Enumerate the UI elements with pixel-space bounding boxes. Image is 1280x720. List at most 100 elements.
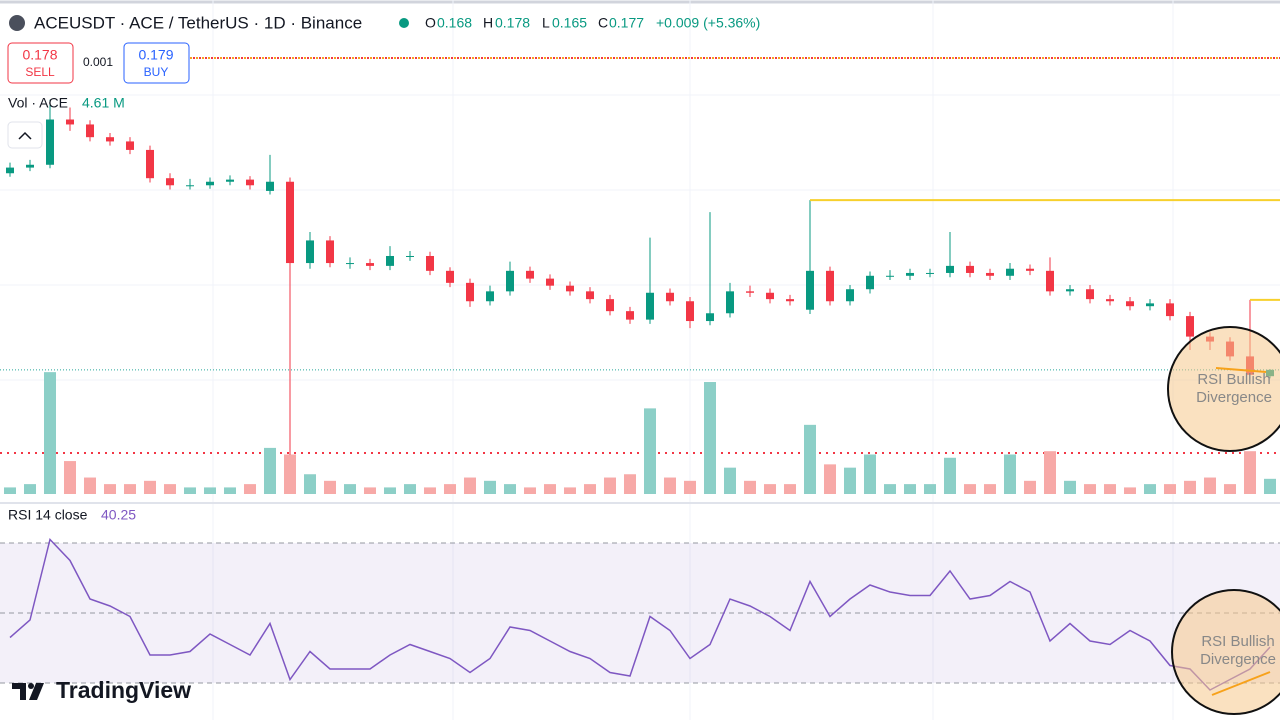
rsi-line (9, 537, 1271, 691)
candle-body (766, 292, 774, 300)
candle-body (426, 255, 434, 271)
candle-body (826, 270, 834, 302)
volume-bar (1164, 484, 1176, 494)
candle-body (886, 275, 894, 277)
ohlc-label: L (542, 15, 550, 31)
candle-body (926, 272, 934, 274)
candle-body (326, 240, 334, 264)
candle-body (946, 265, 954, 273)
collapse-icon[interactable] (18, 131, 32, 140)
volume-bar (964, 484, 976, 494)
volume-bar (484, 480, 496, 494)
volume-bar (104, 484, 116, 494)
annotation-text: Divergence (1200, 651, 1276, 668)
volume-bar (64, 461, 76, 494)
volume-bar (864, 454, 876, 494)
candle-body (1146, 303, 1154, 307)
ohlc-label: O (425, 15, 436, 31)
volume-bar (344, 484, 356, 494)
volume-bar (424, 487, 436, 494)
sell-price[interactable]: 0.178 (22, 47, 57, 63)
buy-button[interactable] (123, 42, 190, 84)
candle-body (906, 272, 914, 276)
candle-body (106, 137, 114, 142)
volume-bar (984, 484, 996, 494)
annotation-circle (1171, 589, 1280, 715)
candle-body (706, 313, 714, 322)
volume-bar (624, 474, 636, 494)
sell-label[interactable]: SELL (25, 65, 55, 79)
volume-bar (264, 447, 276, 494)
candle-body (606, 299, 614, 312)
ohlc-value: 0.165 (552, 15, 587, 31)
volume-bar (1124, 487, 1136, 494)
divergence-line (1211, 671, 1271, 696)
rsi-title: RSI 14 close (8, 507, 88, 523)
volume-bar (724, 467, 736, 494)
volume-bar (1044, 451, 1056, 494)
symbol-icon (9, 15, 25, 31)
candle-body (506, 270, 514, 292)
volume-bar (1084, 484, 1096, 494)
candle-body (806, 270, 814, 310)
candle-body (1126, 301, 1134, 307)
volume-bar (324, 480, 336, 494)
sell-button[interactable] (7, 42, 74, 84)
ohlc-value: 0.168 (437, 15, 472, 31)
volume-bar (444, 484, 456, 494)
candle-body (186, 185, 194, 187)
volume-bar (1004, 454, 1016, 494)
candle-body (1066, 289, 1074, 292)
candle-body (246, 179, 254, 186)
volume-bar (164, 484, 176, 494)
volume-bar (384, 487, 396, 494)
volume-bar (304, 474, 316, 494)
volume-bar (644, 408, 656, 494)
candle-body (1086, 289, 1094, 300)
collapse-button[interactable] (7, 121, 43, 149)
volume-bar (1244, 451, 1256, 494)
buy-price[interactable]: 0.179 (138, 47, 173, 63)
candle-body (1106, 299, 1114, 302)
candle-body (586, 291, 594, 300)
volume-bar (284, 454, 296, 494)
candle-body (846, 289, 854, 302)
status-dot (399, 18, 409, 28)
volume-bar (84, 477, 96, 494)
ohlc-value: 0.178 (495, 15, 530, 31)
candle-body (1026, 268, 1034, 271)
candle-body (46, 119, 54, 165)
logo-icon (12, 683, 26, 700)
volume-bar (664, 477, 676, 494)
volume-bar (224, 487, 236, 494)
volume-bar (44, 372, 56, 494)
candle-body (266, 181, 274, 191)
candle-body (626, 311, 634, 320)
candle-body (546, 278, 554, 286)
buy-label[interactable]: BUY (144, 65, 169, 79)
volume-layer (4, 372, 1276, 494)
volume-bar (904, 484, 916, 494)
ohlc-label: H (483, 15, 493, 31)
volume-bar (924, 484, 936, 494)
annotation-text: Divergence (1196, 389, 1272, 406)
candle-body (86, 124, 94, 138)
volume-bar (544, 484, 556, 494)
candle-body (746, 291, 754, 293)
candle-body (166, 178, 174, 186)
volume-bar (1264, 478, 1276, 494)
candle-body (126, 141, 134, 150)
volume-bar (684, 480, 696, 494)
candle-body (526, 270, 534, 279)
candle-body (786, 299, 794, 302)
volume-bar (784, 484, 796, 494)
volume-bar (584, 484, 596, 494)
volume-value: 4.61 M (82, 95, 125, 111)
volume-bar (1184, 480, 1196, 494)
volume-bar (764, 484, 776, 494)
volume-bar (804, 424, 816, 494)
candle-body (406, 255, 414, 257)
candle-body (366, 263, 374, 266)
candle-body (986, 272, 994, 276)
